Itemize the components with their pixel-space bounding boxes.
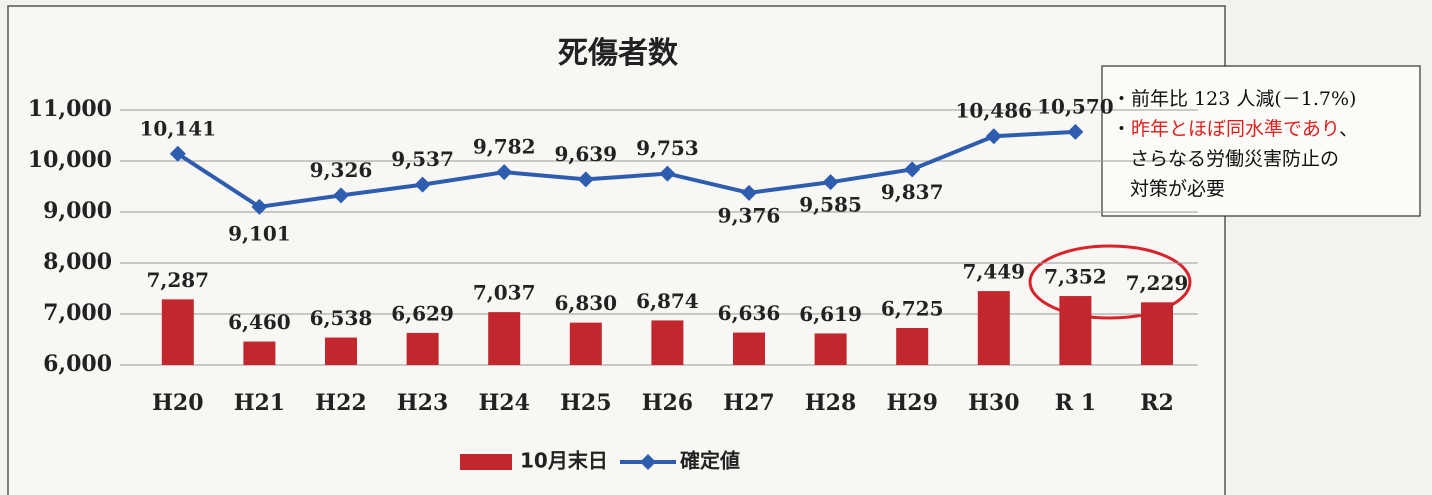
annotation-line: ・前年比 123 人減(－1.7%) [1112, 88, 1356, 110]
y-tick-label: 10,000 [28, 147, 112, 173]
bar [733, 332, 765, 365]
x-tick-label: H26 [642, 390, 693, 416]
chart-frame [7, 5, 1226, 495]
chart-title: 死傷者数 [558, 36, 679, 71]
x-tick-label: H30 [968, 390, 1019, 416]
bar-value-label: 7,229 [1126, 271, 1189, 295]
bar-value-label: 7,037 [473, 281, 536, 305]
bar-value-label: 6,830 [554, 291, 617, 315]
highlight-ellipse [1028, 244, 1192, 320]
bar-value-label: 6,538 [310, 306, 373, 330]
x-tick-label: R 1 [1055, 390, 1096, 416]
x-tick-label: H20 [152, 390, 203, 416]
line-marker [251, 198, 268, 215]
x-tick-label: H29 [886, 390, 937, 416]
x-tick-label: H23 [397, 390, 448, 416]
line [176, 129, 1076, 209]
bar-value-label: 7,287 [146, 268, 209, 292]
annotation-text: 、 [1339, 118, 1358, 140]
line-marker [741, 184, 757, 201]
line-marker [822, 174, 839, 191]
line-value-label: 9,376 [718, 203, 781, 227]
x-tick-label: H25 [560, 390, 611, 416]
y-tick-label: 8,000 [43, 249, 112, 275]
annotation-text: さらなる労働災害防止の [1130, 148, 1339, 170]
bar [161, 299, 194, 365]
line-value-label: 9,782 [473, 135, 536, 159]
y-tick-label: 11,000 [28, 96, 112, 122]
bar [406, 332, 439, 365]
legend-label: 確定値 [680, 449, 740, 473]
line-marker [496, 164, 513, 181]
bar [243, 341, 276, 365]
annotation-text: 昨年とほぼ同水準であり [1131, 118, 1339, 140]
y-tick-label: 6,000 [43, 351, 112, 377]
x-tick-label: H27 [723, 390, 774, 416]
annotation-box [1101, 65, 1421, 217]
bar [651, 320, 684, 365]
bar-value-label: 7,449 [962, 260, 1025, 284]
line-value-label: 9,753 [636, 136, 699, 160]
annotation-line: さらなる労働災害防止の [1130, 148, 1339, 170]
annotation-text: ・前年比 123 人減(－1.7%) [1112, 88, 1356, 110]
line-marker [659, 165, 676, 182]
y-tick-label: 7,000 [43, 300, 112, 326]
legend-swatch [460, 454, 512, 470]
line-marker [333, 187, 349, 204]
line-marker [985, 128, 1002, 145]
bar [488, 312, 521, 365]
bar [1141, 302, 1173, 365]
line-marker [414, 176, 431, 193]
bar-value-label: 6,725 [881, 297, 944, 321]
line-value-label: 9,585 [799, 193, 862, 217]
annotation-text: 対策が必要 [1130, 178, 1225, 200]
line-value-label: 10,486 [956, 99, 1033, 123]
line-marker [1067, 123, 1084, 140]
x-tick-label: H24 [478, 390, 529, 416]
bar [569, 322, 602, 365]
bar-value-label: 6,629 [391, 301, 454, 325]
annotation-line: ・昨年とほぼ同水準であり、 [1112, 118, 1358, 140]
legend-marker [640, 454, 656, 470]
legend-label: 10月末日 [520, 449, 608, 473]
x-tick-label: H22 [315, 390, 366, 416]
line-marker [577, 171, 594, 188]
y-tick-label: 9,000 [43, 198, 112, 224]
line-value-label: 10,570 [1037, 94, 1114, 118]
line-value-label: 9,837 [881, 180, 944, 204]
x-tick-label: R2 [1140, 390, 1174, 416]
line-marker [169, 145, 186, 162]
bar [325, 337, 357, 365]
line-value-label: 10,141 [140, 116, 217, 140]
bar [1059, 296, 1092, 365]
x-tick-label: H28 [805, 390, 856, 416]
line-value-label: 9,326 [310, 158, 373, 182]
bar-value-label: 6,874 [636, 289, 699, 313]
bar [896, 328, 929, 365]
bar [977, 291, 1010, 365]
bar-value-label: 6,619 [799, 302, 862, 326]
line-value-label: 9,537 [391, 147, 454, 171]
bar [814, 333, 847, 365]
x-tick-label: H21 [234, 390, 285, 416]
bar-value-label: 6,460 [228, 310, 291, 334]
bar-value-label: 7,352 [1044, 265, 1107, 289]
annotation-line: 対策が必要 [1130, 178, 1225, 200]
line-value-label: 9,639 [554, 142, 617, 166]
annotation-text: ・ [1112, 118, 1131, 140]
line-marker [904, 161, 921, 178]
bar-value-label: 6,636 [718, 301, 781, 325]
line-value-label: 9,101 [228, 221, 291, 245]
